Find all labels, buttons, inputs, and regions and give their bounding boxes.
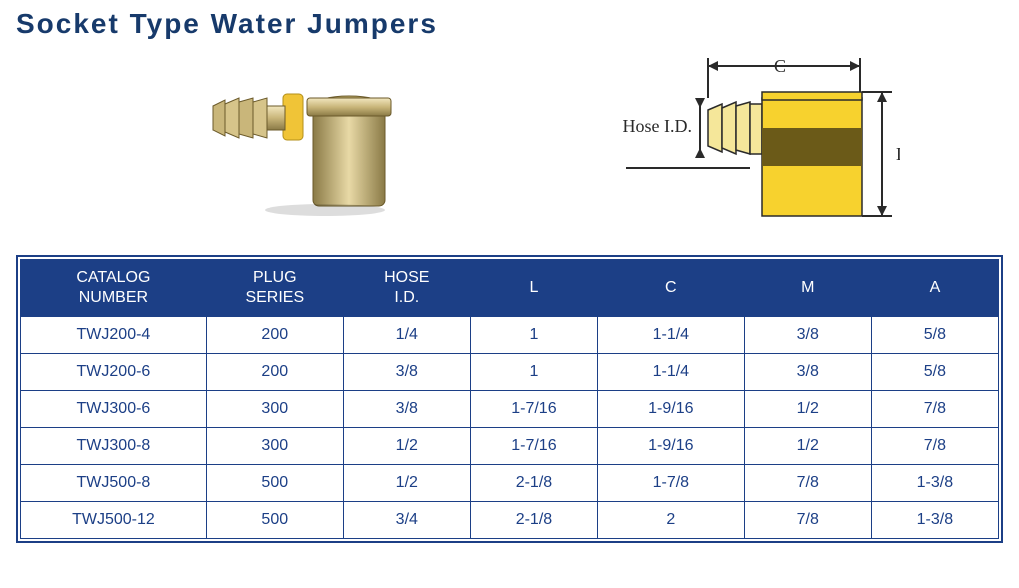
cell-a: 7/8 — [871, 391, 998, 428]
table-row: TWJ300-83001/21-7/161-9/161/27/8 — [21, 428, 999, 465]
cell-l: 2-1/8 — [470, 502, 597, 539]
col-catalog-header: CATALOG NUMBER — [21, 260, 207, 317]
cell-l: 1-7/16 — [470, 428, 597, 465]
cell-a: 5/8 — [871, 354, 998, 391]
cell-a: 1-3/8 — [871, 465, 998, 502]
cell-a: 1-3/8 — [871, 502, 998, 539]
cell-plug: 300 — [206, 391, 343, 428]
cell-hose: 1/2 — [343, 465, 470, 502]
cell-c: 1-1/4 — [597, 354, 744, 391]
col-plug-header: PLUG SERIES — [206, 260, 343, 317]
cell-c: 2 — [597, 502, 744, 539]
cell-plug: 300 — [206, 428, 343, 465]
table-row: TWJ200-62003/811-1/43/85/8 — [21, 354, 999, 391]
cell-plug: 200 — [206, 317, 343, 354]
col-l-header: L — [470, 260, 597, 317]
col-m-header: M — [744, 260, 871, 317]
cell-m: 3/8 — [744, 354, 871, 391]
cell-m: 1/2 — [744, 391, 871, 428]
cell-c: 1-9/16 — [597, 428, 744, 465]
cell-c: 1-7/8 — [597, 465, 744, 502]
dim-hose-label: Hose I.D. — [622, 116, 692, 136]
cell-plug: 500 — [206, 465, 343, 502]
cell-catalog: TWJ200-4 — [21, 317, 207, 354]
cell-hose: 3/8 — [343, 391, 470, 428]
cell-catalog: TWJ200-6 — [21, 354, 207, 391]
table-row: TWJ500-85001/22-1/81-7/87/81-3/8 — [21, 465, 999, 502]
cell-m: 1/2 — [744, 428, 871, 465]
cell-l: 1 — [470, 354, 597, 391]
cell-catalog: TWJ300-8 — [21, 428, 207, 465]
cell-m: 3/8 — [744, 317, 871, 354]
col-c-header: C — [597, 260, 744, 317]
table-row: TWJ200-42001/411-1/43/85/8 — [21, 317, 999, 354]
cell-hose: 3/4 — [343, 502, 470, 539]
cell-a: 7/8 — [871, 428, 998, 465]
cell-hose: 3/8 — [343, 354, 470, 391]
spec-table: CATALOG NUMBER PLUG SERIES HOSE I.D. L C — [20, 259, 999, 539]
cell-m: 7/8 — [744, 465, 871, 502]
cell-l: 1-7/16 — [470, 391, 597, 428]
cell-plug: 500 — [206, 502, 343, 539]
table-row: TWJ500-125003/42-1/827/81-3/8 — [21, 502, 999, 539]
cell-l: 1 — [470, 317, 597, 354]
table-row: TWJ300-63003/81-7/161-9/161/27/8 — [21, 391, 999, 428]
spec-header-row: CATALOG NUMBER PLUG SERIES HOSE I.D. L C — [21, 260, 999, 317]
cell-catalog: TWJ500-12 — [21, 502, 207, 539]
col-hose-header: HOSE I.D. — [343, 260, 470, 317]
cell-catalog: TWJ300-6 — [21, 391, 207, 428]
product-photo — [180, 48, 420, 223]
cell-a: 5/8 — [871, 317, 998, 354]
cell-hose: 1/2 — [343, 428, 470, 465]
dimension-diagram: C Hose I.D. L — [600, 48, 840, 243]
spec-table-container: CATALOG NUMBER PLUG SERIES HOSE I.D. L C — [16, 255, 1003, 543]
cell-hose: 1/4 — [343, 317, 470, 354]
cell-l: 2-1/8 — [470, 465, 597, 502]
col-a-header: A — [871, 260, 998, 317]
dim-c-label: C — [773, 56, 785, 76]
cell-catalog: TWJ500-8 — [21, 465, 207, 502]
cell-c: 1-1/4 — [597, 317, 744, 354]
dim-l-label: L — [896, 144, 900, 164]
cell-m: 7/8 — [744, 502, 871, 539]
cell-c: 1-9/16 — [597, 391, 744, 428]
page-title: Socket Type Water Jumpers — [16, 8, 1003, 40]
figure-row: C Hose I.D. L — [16, 48, 1003, 243]
cell-plug: 200 — [206, 354, 343, 391]
